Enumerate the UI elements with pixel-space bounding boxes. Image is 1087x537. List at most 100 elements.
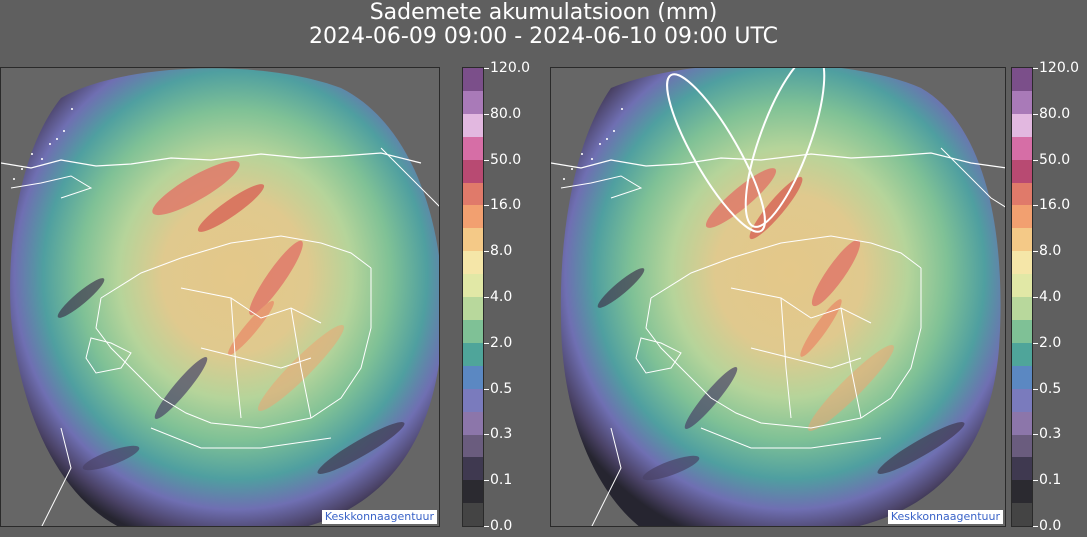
colorbar-segment (463, 388, 483, 412)
colorbar-tick (1033, 342, 1038, 344)
colorbar-tick (1033, 480, 1038, 482)
colorbar-segment (1012, 182, 1032, 206)
colorbar-tick (484, 68, 489, 69)
colorbar-segment (1012, 113, 1032, 137)
colorbar-left (462, 67, 484, 527)
colorbar-tick-label: 50.0 (1039, 151, 1071, 168)
colorbar-segment (463, 274, 483, 298)
colorbar-tick-label: 0.1 (490, 472, 513, 489)
highlight-ellipse-1 (666, 73, 766, 233)
colorbar-segment (463, 365, 483, 389)
colorbar-tick (484, 159, 489, 161)
colorbar-tick-label: 80.0 (1039, 105, 1071, 122)
colorbar-segment (1012, 297, 1032, 320)
colorbar-segment (463, 503, 483, 527)
colorbar-tick (484, 480, 489, 482)
colorbar-segment (463, 411, 483, 435)
colorbar-segment (1012, 319, 1032, 343)
colorbar-segment (1012, 365, 1032, 389)
colorbar-tick (484, 388, 489, 390)
radar-map-left (1, 68, 439, 526)
colorbar-right (1011, 67, 1033, 527)
colorbar-tick (1033, 297, 1038, 298)
radar-map-right (551, 68, 1005, 526)
colorbar-segment (463, 159, 483, 183)
colorbar-tick-label: 120.0 (1039, 60, 1080, 76)
dark-streaks (57, 278, 405, 474)
colorbar-tick (1033, 388, 1038, 390)
colorbar-segment (1012, 434, 1032, 458)
colorbar-tick (484, 434, 489, 436)
colorbar-tick-label: 16.0 (1039, 197, 1071, 214)
coastline-borders (1, 147, 439, 526)
colorbar-segment (1012, 159, 1032, 183)
colorbar-segment (1012, 136, 1032, 160)
colorbar-segment (463, 228, 483, 252)
heavy-precip-streaks (152, 160, 345, 412)
colorbar-tick-label: 2.0 (1039, 334, 1062, 351)
colorbar-segment (463, 182, 483, 206)
colorbar-segment (1012, 480, 1032, 504)
colorbar-segment (1012, 342, 1032, 366)
colorbar-tick-label: 4.0 (490, 289, 513, 305)
colorbar-segment (1012, 251, 1032, 275)
colorbar-tick-label: 4.0 (1039, 289, 1062, 305)
colorbar-tick (1033, 434, 1038, 436)
colorbar-segment (1012, 388, 1032, 412)
colorbar-segment (1012, 503, 1032, 527)
colorbar-tick (1033, 251, 1038, 253)
colorbar-segment (1012, 411, 1032, 435)
colorbar-tick (1033, 113, 1038, 115)
colorbar-tick-label: 50.0 (490, 151, 522, 168)
colorbar-segment (1012, 228, 1032, 252)
chart-title-line2: 2024-06-09 09:00 - 2024-06-10 09:00 UTC (308, 24, 779, 49)
colorbar-tick-label: 0.0 (1039, 518, 1062, 534)
colorbar-tick-label: 16.0 (490, 197, 522, 214)
colorbar-tick-label: 0.5 (490, 380, 513, 397)
colorbar-segment (1012, 205, 1032, 229)
radar-coverage (560, 68, 1001, 526)
colorbar-tick-label: 2.0 (490, 334, 513, 351)
colorbar-tick (484, 113, 489, 115)
colorbar-segment (463, 251, 483, 275)
colorbar-tick-label: 0.1 (1039, 472, 1062, 489)
colorbar-segment (463, 113, 483, 137)
colorbar-segment (1012, 68, 1032, 91)
colorbar-tick (1033, 68, 1038, 69)
highlight-ellipse-2 (744, 68, 826, 228)
highlight-ellipses (666, 68, 826, 233)
colorbar-segment (463, 319, 483, 343)
map-panel-right[interactable]: Keskkonnaagentuur (550, 67, 1006, 527)
colorbar-tick-label: 8.0 (1039, 243, 1062, 260)
colorbar-tick (484, 297, 489, 298)
colorbar-tick-label: 80.0 (490, 105, 522, 122)
colorbar-tick-label: 0.3 (490, 426, 513, 443)
colorbar-tick (1033, 159, 1038, 161)
colorbar-segment (463, 342, 483, 366)
colorbar-tick-label: 8.0 (490, 243, 513, 260)
colorbar-segment (1012, 90, 1032, 114)
colorbar-segment (463, 90, 483, 114)
colorbar-segment (463, 68, 483, 91)
colorbar-tick-label: 0.5 (1039, 380, 1062, 397)
colorbar-tick (484, 205, 489, 207)
credit-label: Keskkonnaagentuur (321, 510, 437, 524)
archipelago (13, 108, 73, 180)
colorbar-segment (463, 297, 483, 320)
map-panel-left[interactable]: Keskkonnaagentuur (0, 67, 440, 527)
archipelago (563, 108, 623, 180)
colorbar-segment (463, 136, 483, 160)
colorbar-tick (1033, 205, 1038, 207)
colorbar-tick-label: 0.0 (490, 518, 513, 534)
colorbar-segment (463, 434, 483, 458)
colorbar-tick-label: 0.3 (1039, 426, 1062, 443)
credit-label: Keskkonnaagentuur (887, 510, 1003, 524)
colorbar-tick (484, 251, 489, 253)
colorbar-segment (1012, 457, 1032, 481)
colorbar-segment (463, 205, 483, 229)
colorbar-tick (484, 342, 489, 344)
colorbar-tick (1033, 526, 1038, 527)
colorbar-labels-left: 120.0 80.0 50.0 16.0 8.0 4.0 2.0 0.5 0.3 0.1 0.0 (484, 60, 546, 534)
colorbar-segment (463, 480, 483, 504)
colorbar-tick (484, 526, 489, 527)
